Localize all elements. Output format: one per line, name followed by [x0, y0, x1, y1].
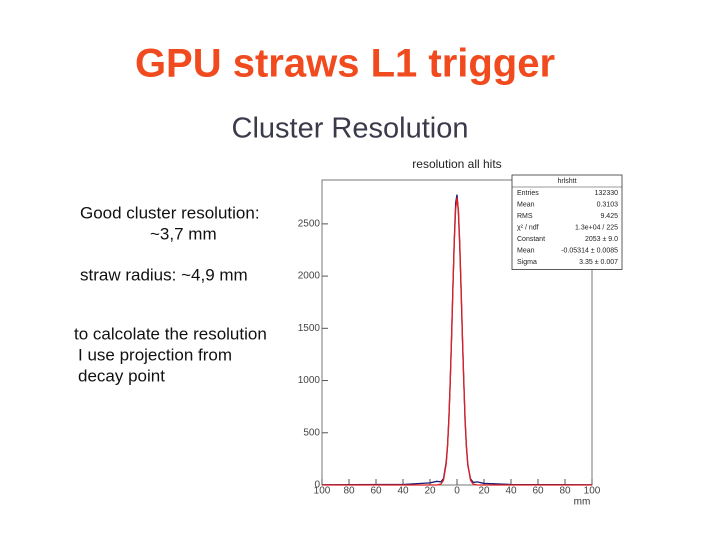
stats-key: χ² / ndf [517, 224, 539, 231]
series-line [322, 197, 592, 486]
x-tick-label: 60 [532, 486, 544, 497]
y-tick-label: 500 [303, 427, 320, 438]
note: straw radius: ~4,9 mm [80, 265, 248, 284]
stats-box [511, 174, 623, 270]
x-tick-label: 20 [478, 486, 490, 497]
x-tick-label: 20 [424, 486, 436, 497]
y-tick-label: 2500 [298, 219, 321, 230]
note: ~3,7 mm [150, 224, 217, 243]
y-tick-label: 0 [314, 480, 320, 491]
x-tick-label: 60 [370, 486, 382, 497]
stats-key: RMS [517, 213, 533, 220]
x-tick-label: 100 [584, 486, 601, 497]
x-tick-label: 40 [505, 486, 517, 497]
stats-value: 0.3103 [597, 201, 619, 208]
chart-title: resolution all hits [412, 157, 501, 171]
slide-subtitle: Cluster Resolution [232, 113, 469, 145]
stats-value: 9.425 [600, 213, 618, 220]
note: Good cluster resolution: [80, 203, 260, 222]
stats-key: Entries [517, 190, 539, 197]
stats-value: 132330 [595, 190, 618, 197]
stats-value: 3.35 ± 0.007 [579, 259, 618, 266]
series-line [321, 194, 593, 486]
x-tick-label: 80 [343, 486, 355, 497]
x-tick-label: 80 [559, 486, 571, 497]
x-tick-label: 100 [314, 486, 331, 497]
y-tick-label: 2000 [298, 271, 321, 282]
stats-key: Mean [517, 247, 535, 254]
stats-name: hrlshtt [557, 178, 576, 185]
y-tick-label: 1000 [298, 375, 321, 386]
stats-value: -0.05314 ± 0.0085 [561, 247, 618, 254]
x-axis-label: mm [574, 497, 591, 508]
y-tick-label: 1500 [298, 323, 321, 334]
note: to calcolate the resolution [74, 324, 267, 343]
note: decay point [78, 366, 165, 385]
stats-key: Constant [517, 236, 545, 243]
x-tick-label: 40 [397, 486, 409, 497]
note: I use projection from [78, 345, 232, 364]
slide-title: GPU straws L1 trigger [135, 42, 555, 86]
stats-value: 2053 ± 9.0 [585, 236, 618, 243]
stats-value: 1.3e+04 / 225 [575, 224, 618, 231]
stats-key: Sigma [517, 259, 537, 266]
x-tick-label: 0 [454, 486, 460, 497]
stats-key: Mean [517, 201, 535, 208]
